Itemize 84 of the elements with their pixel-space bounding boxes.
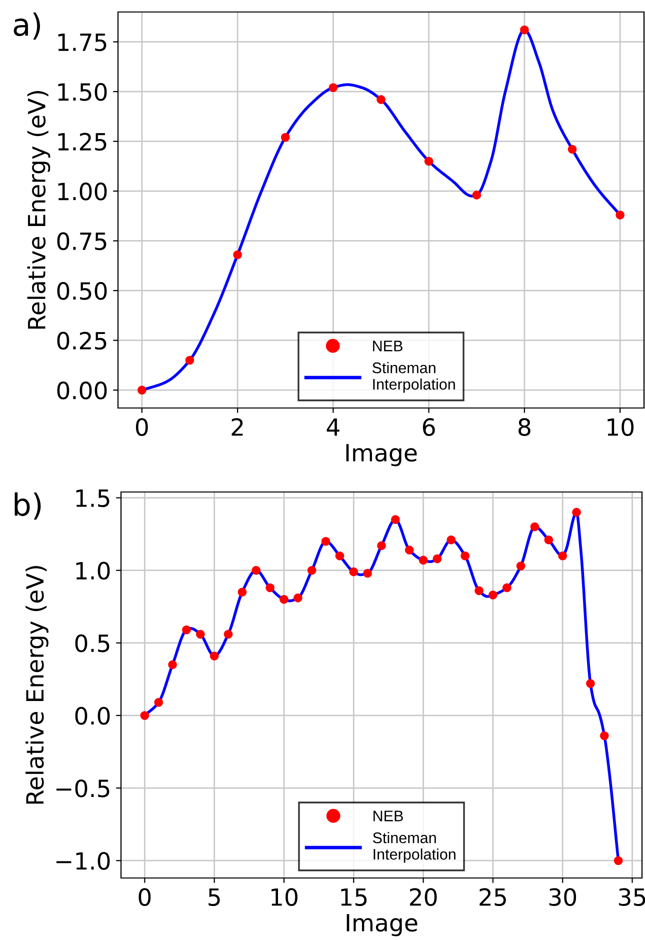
point <box>391 515 400 524</box>
y-tick-label: 0.0 <box>75 706 110 725</box>
x-tick-label: 10 <box>608 418 634 436</box>
y-axis-title: Relative Energy (eV) <box>26 566 48 804</box>
point <box>377 541 386 550</box>
y-tick-label: 0.75 <box>57 232 106 250</box>
point <box>252 566 261 575</box>
point <box>138 386 146 394</box>
legend-label: Stineman Interpolation <box>373 832 456 863</box>
point <box>294 594 302 602</box>
point <box>502 583 512 592</box>
y-tick-label: 1.0 <box>76 562 110 580</box>
point <box>280 132 290 142</box>
point <box>558 551 567 560</box>
x-tick-label: 25 <box>480 888 506 906</box>
x-tick-label: 0 <box>136 418 148 436</box>
y-tick-label: 1.75 <box>58 34 106 52</box>
point <box>140 711 150 720</box>
y-tick-label: 1.50 <box>58 83 107 101</box>
x-tick-label: 4 <box>326 418 340 436</box>
point <box>516 562 526 570</box>
point <box>154 698 164 707</box>
x-axis-title: Image <box>346 444 417 466</box>
point <box>600 731 609 740</box>
x-tick-label: 8 <box>518 418 530 436</box>
y-tick-label: 0.50 <box>57 282 107 300</box>
point <box>224 630 233 639</box>
y-tick-label: 0.00 <box>57 382 107 400</box>
point <box>280 594 288 604</box>
y-tick-label: 0.5 <box>75 634 110 652</box>
point <box>376 95 386 104</box>
point <box>363 568 372 578</box>
y-axis-title: Relative Energy (eV) <box>27 91 50 329</box>
point <box>238 588 247 597</box>
legend-label: NEB <box>374 810 403 822</box>
point <box>572 508 581 517</box>
y-tick-label: 1.5 <box>76 490 110 508</box>
point <box>616 210 624 220</box>
y-tick-label: 0.25 <box>57 332 106 350</box>
point <box>568 144 577 154</box>
text: b) <box>14 492 41 520</box>
point <box>586 679 595 688</box>
point <box>210 652 219 660</box>
point <box>544 535 554 544</box>
legend-label: NEB <box>373 340 402 352</box>
point <box>321 536 330 546</box>
text: a) <box>14 12 40 40</box>
x-tick-label: 5 <box>208 888 220 906</box>
point <box>266 583 274 592</box>
point <box>474 586 484 596</box>
point <box>335 551 344 560</box>
point <box>349 567 358 576</box>
x-tick-label: 20 <box>410 888 437 906</box>
y-tick-label: −0.5 <box>56 779 110 798</box>
point <box>460 551 470 560</box>
x-tick-label: 35 <box>619 888 645 906</box>
point <box>472 190 482 200</box>
point <box>432 554 442 564</box>
y-tick-label: −1.0 <box>56 852 110 870</box>
x-tick-label: 0 <box>138 888 151 906</box>
point <box>196 630 205 639</box>
point <box>614 856 623 865</box>
point <box>404 546 414 554</box>
x-tick-label: 15 <box>341 888 367 906</box>
x-tick-label: 10 <box>272 888 298 906</box>
x-tick-label: 2 <box>232 418 243 436</box>
point <box>530 522 540 532</box>
point <box>328 83 338 92</box>
point <box>233 250 242 260</box>
point <box>418 556 428 565</box>
point <box>446 535 456 544</box>
y-tick-label: 1.25 <box>58 132 106 151</box>
legend-label: Stineman Interpolation <box>372 362 455 393</box>
x-tick-label: 6 <box>422 418 435 436</box>
point <box>488 590 498 600</box>
y-tick-label: 1.00 <box>58 182 107 200</box>
point <box>185 356 194 365</box>
x-tick-label: 30 <box>549 888 576 906</box>
point <box>307 566 316 575</box>
point <box>168 660 177 670</box>
point <box>182 625 191 634</box>
point <box>424 156 434 166</box>
point <box>520 26 529 34</box>
x-axis-title: Image <box>346 914 418 936</box>
